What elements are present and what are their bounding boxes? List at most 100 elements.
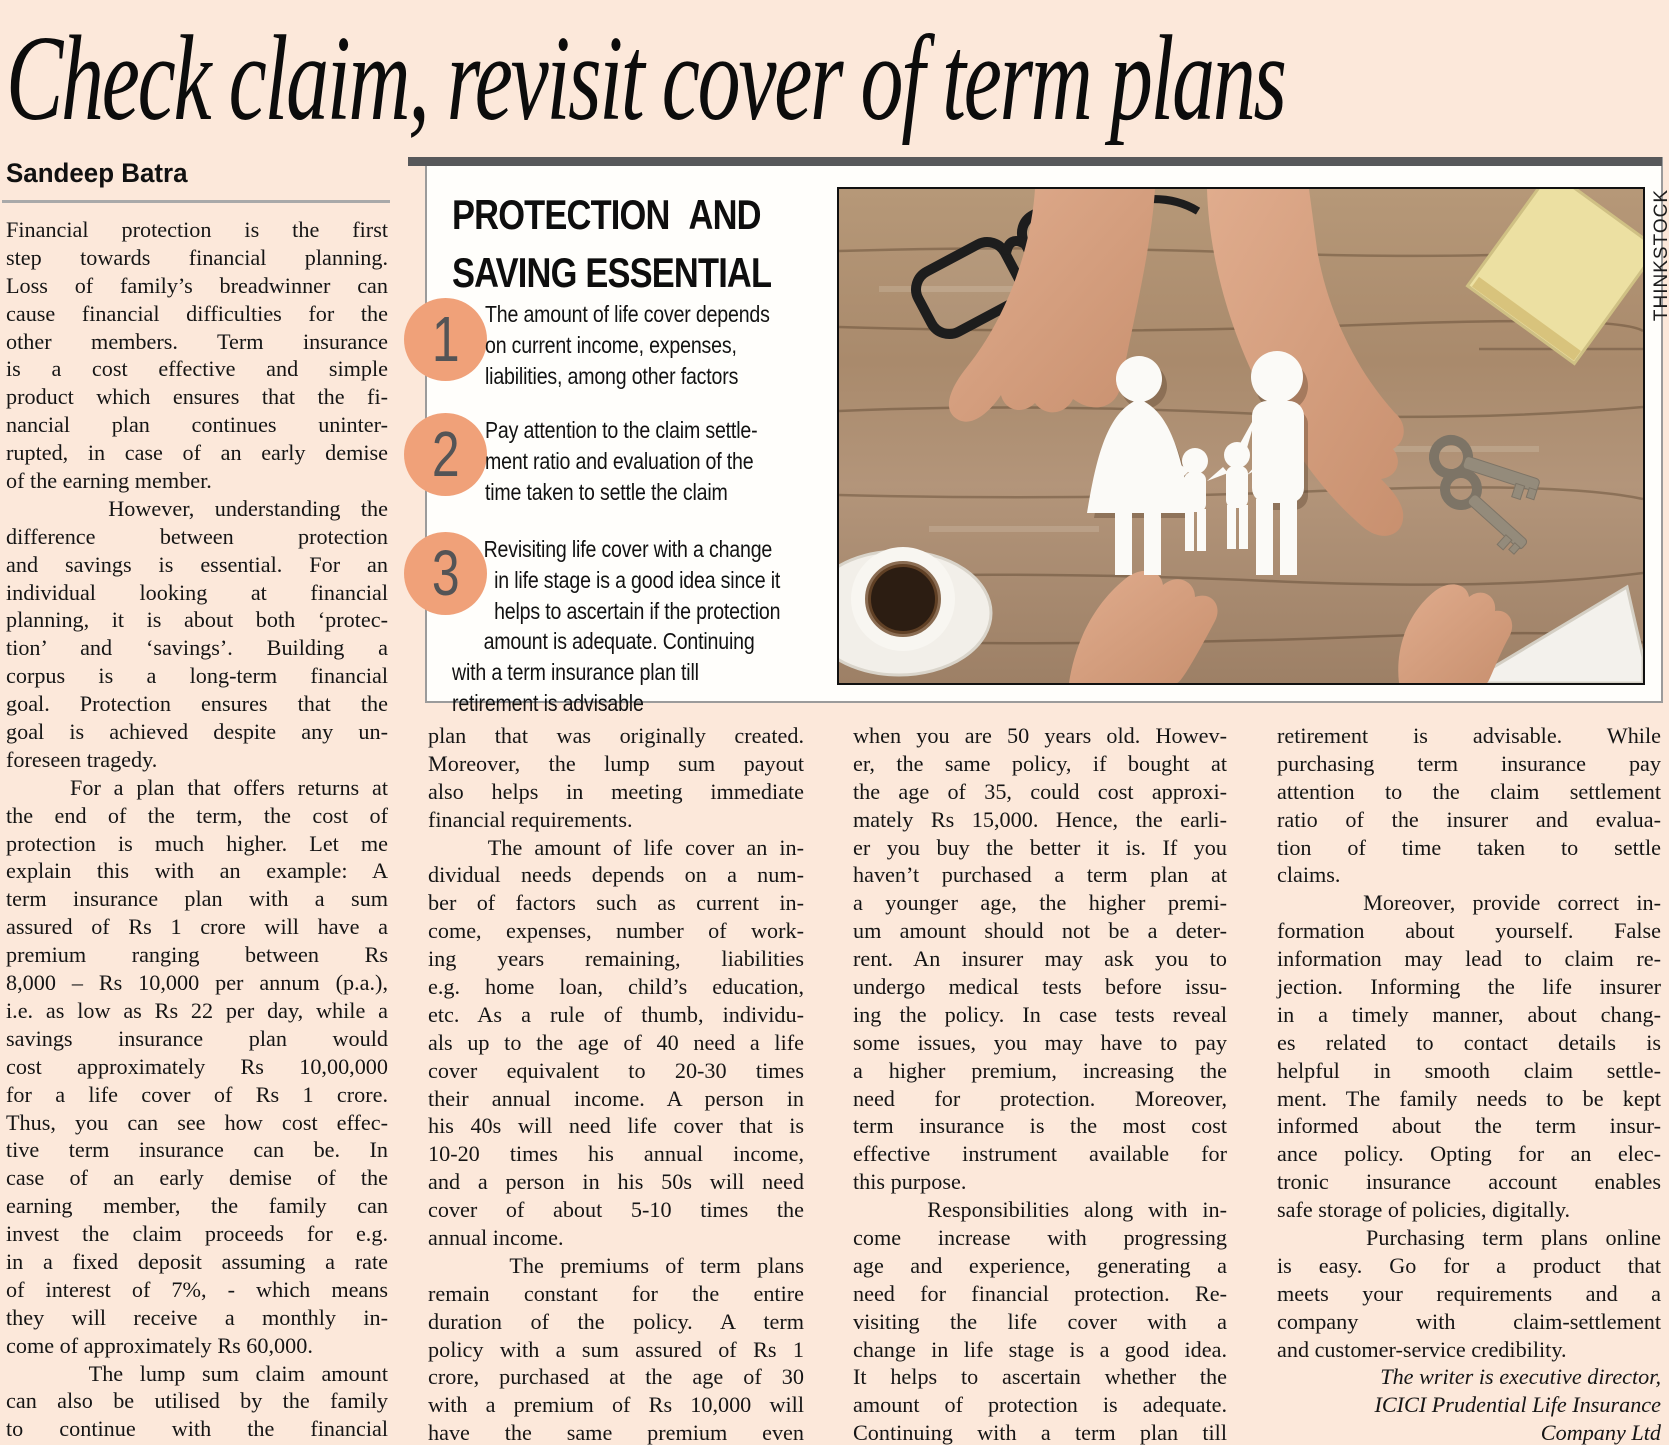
text-line: The amount of life cover depends bbox=[485, 301, 770, 327]
text-line: in a fixed deposit assuming a rate bbox=[6, 1248, 388, 1274]
text-line: term insurance is the most cost bbox=[853, 1113, 1227, 1139]
text-line: duration of the policy. A term bbox=[428, 1308, 804, 1334]
text-line: Pay attention to the claim settle- bbox=[485, 417, 758, 443]
text-line: difference between protection bbox=[6, 523, 388, 549]
text-line: ber of factors such as current in- bbox=[428, 890, 804, 916]
text-line: Revisiting life cover with a change bbox=[452, 536, 773, 562]
paper-sheet bbox=[1464, 584, 1643, 683]
text-line: attention to the claim settlement bbox=[1277, 778, 1661, 804]
hand-bottom-right bbox=[1398, 584, 1513, 683]
text-line: with a term insurance plan till bbox=[452, 659, 699, 686]
text-line: with a premium of Rs 10,000 will bbox=[428, 1392, 804, 1418]
text-line: other members. Term insurance bbox=[6, 328, 388, 354]
text-line: for a life cover of Rs 1 crore. bbox=[6, 1081, 388, 1107]
text-line: However, understanding the bbox=[6, 495, 388, 521]
photo-credit: THINKSTOCK bbox=[1651, 189, 1669, 322]
article-column-1: Financial protection is the first step to… bbox=[6, 216, 388, 1443]
article-headline: Check claim, revisit cover of term plans bbox=[6, 11, 1287, 147]
text-line: etc. As a rule of thumb, individu- bbox=[428, 1001, 804, 1027]
text-line: step towards financial planning. bbox=[6, 244, 388, 270]
text-line: his 40s will need life cover that is bbox=[428, 1113, 804, 1139]
text-line: ing the policy. In case tests reveal bbox=[853, 1001, 1227, 1027]
text-line: when you are 50 years old. Howev- bbox=[853, 723, 1227, 748]
text-line: ICICI Prudential Life Insurance bbox=[1374, 1392, 1661, 1418]
text-line: need for financial protection. Re- bbox=[853, 1280, 1227, 1306]
infobox-item-3-text: Revisiting life cover with a change in l… bbox=[452, 534, 780, 719]
text-line: of interest of 7%, - which means bbox=[6, 1276, 388, 1302]
text-line: Company Ltd bbox=[1540, 1420, 1661, 1445]
text-line: in life stage is a good idea since it bbox=[452, 566, 781, 593]
text-line: purchasing term insurance pay bbox=[1277, 750, 1661, 776]
text-line: a higher premium, increasing the bbox=[853, 1057, 1227, 1083]
text-line: cause financial difficulties for the bbox=[6, 300, 388, 326]
text-line: explain this with an example: A bbox=[6, 858, 388, 884]
text-line: ance policy. Opting for an elec- bbox=[1277, 1141, 1661, 1167]
text-line: Loss of family’s breadwinner can bbox=[6, 272, 388, 298]
protecting-hands bbox=[948, 189, 1513, 683]
hand-top-right bbox=[1207, 189, 1404, 536]
article-column-3: when you are 50 years old. Howev-er, the… bbox=[853, 722, 1227, 1445]
text-line: haven’t purchased a term plan at bbox=[853, 862, 1227, 888]
text-line: can also be utilised by the family bbox=[6, 1388, 388, 1414]
text-line: The lump sum claim amount bbox=[6, 1360, 388, 1386]
text-line: have the same premium even bbox=[428, 1420, 804, 1445]
text-line: e.g. home loan, child’s education, bbox=[428, 974, 804, 1000]
text-line: also helps in meeting immediate bbox=[428, 778, 804, 804]
protection-saving-infobox: PROTECTION AND SAVING ESSENTIAL 1 The am… bbox=[404, 157, 1669, 716]
text-line: Thus, you can see how cost effec- bbox=[6, 1109, 388, 1135]
text-line: The amount of life cover an in- bbox=[428, 834, 804, 860]
text-line: tion of time taken to settle bbox=[1277, 834, 1661, 860]
text-line: policy with a sum assured of Rs 1 bbox=[428, 1336, 804, 1362]
text-line: information may lead to claim re- bbox=[1277, 946, 1661, 972]
infobox-title-line1: PROTECTION AND bbox=[452, 191, 762, 238]
text-line: premium ranging between Rs bbox=[6, 942, 388, 968]
text-line: time taken to settle the claim bbox=[485, 478, 728, 505]
text-line: helps to ascertain if the protection bbox=[452, 597, 781, 624]
text-line: they will receive a monthly in- bbox=[6, 1304, 388, 1330]
text-line: and customer-service credibility. bbox=[1277, 1336, 1567, 1362]
number-badge-1: 1 bbox=[404, 298, 487, 381]
family-protection-photo bbox=[837, 187, 1645, 685]
coffee-cup bbox=[839, 547, 993, 677]
photo-illustration bbox=[839, 189, 1643, 683]
text-line: product which ensures that the fi- bbox=[6, 384, 388, 410]
text-line: financial requirements. bbox=[428, 806, 633, 832]
text-line: liabilities, among other factors bbox=[485, 362, 739, 389]
text-line: Moreover, the lump sum payout bbox=[428, 750, 804, 776]
text-line: case of an early demise of the bbox=[6, 1165, 388, 1191]
text-line: helpful in smooth claim settle- bbox=[1277, 1057, 1661, 1083]
text-line: corpus is a long-term financial bbox=[6, 663, 388, 689]
infobox-item-1-text: The amount of life cover depends on curre… bbox=[485, 299, 770, 391]
text-line: cost approximately Rs 10,00,000 bbox=[6, 1053, 388, 1079]
text-line: effective instrument available for bbox=[853, 1141, 1227, 1167]
article-column-4: retirement is advisable. While purchasing… bbox=[1277, 722, 1661, 1445]
text-line: mately Rs 15,000. Hence, the earli- bbox=[853, 806, 1227, 832]
text-line: Responsibilities along with in- bbox=[853, 1197, 1227, 1223]
text-line: 10-20 times his annual income, bbox=[428, 1141, 804, 1167]
text-line: goal is achieved despite any un- bbox=[6, 719, 388, 745]
text-line: undergo medical tests before issu- bbox=[853, 974, 1227, 1000]
text-line: come increase with progressing bbox=[853, 1225, 1227, 1251]
keys bbox=[1429, 435, 1540, 555]
family-cutout bbox=[1087, 351, 1308, 575]
text-line: tronic insurance account enables bbox=[1277, 1169, 1661, 1195]
text-line: this purpose. bbox=[853, 1169, 967, 1195]
text-line: need for protection. Moreover, bbox=[853, 1085, 1227, 1111]
infobox-top-bar bbox=[408, 157, 1662, 166]
text-line: plan that was originally created. bbox=[428, 723, 804, 748]
hand-bottom-left bbox=[1069, 570, 1218, 683]
text-line: planning, it is about both ‘protec- bbox=[6, 607, 388, 633]
text-line: retirement is advisable. While bbox=[1277, 723, 1661, 748]
text-line: Financial protection is the first bbox=[6, 217, 388, 242]
text-line: and a person in his 50s will need bbox=[428, 1169, 804, 1195]
text-line: i.e. as low as Rs 22 per day, while a bbox=[6, 997, 388, 1023]
text-line: Moreover, provide correct in- bbox=[1277, 890, 1661, 916]
text-line: remain constant for the entire bbox=[428, 1280, 804, 1306]
text-line: es related to contact details is bbox=[1277, 1029, 1661, 1055]
text-line: and savings is essential. For an bbox=[6, 551, 388, 577]
text-line: rupted, in case of an early demise bbox=[6, 440, 388, 466]
text-line: assured of Rs 1 crore will have a bbox=[6, 914, 388, 940]
infobox-title-line2: SAVING ESSENTIAL bbox=[452, 249, 772, 296]
number-badge-2: 2 bbox=[404, 413, 487, 496]
